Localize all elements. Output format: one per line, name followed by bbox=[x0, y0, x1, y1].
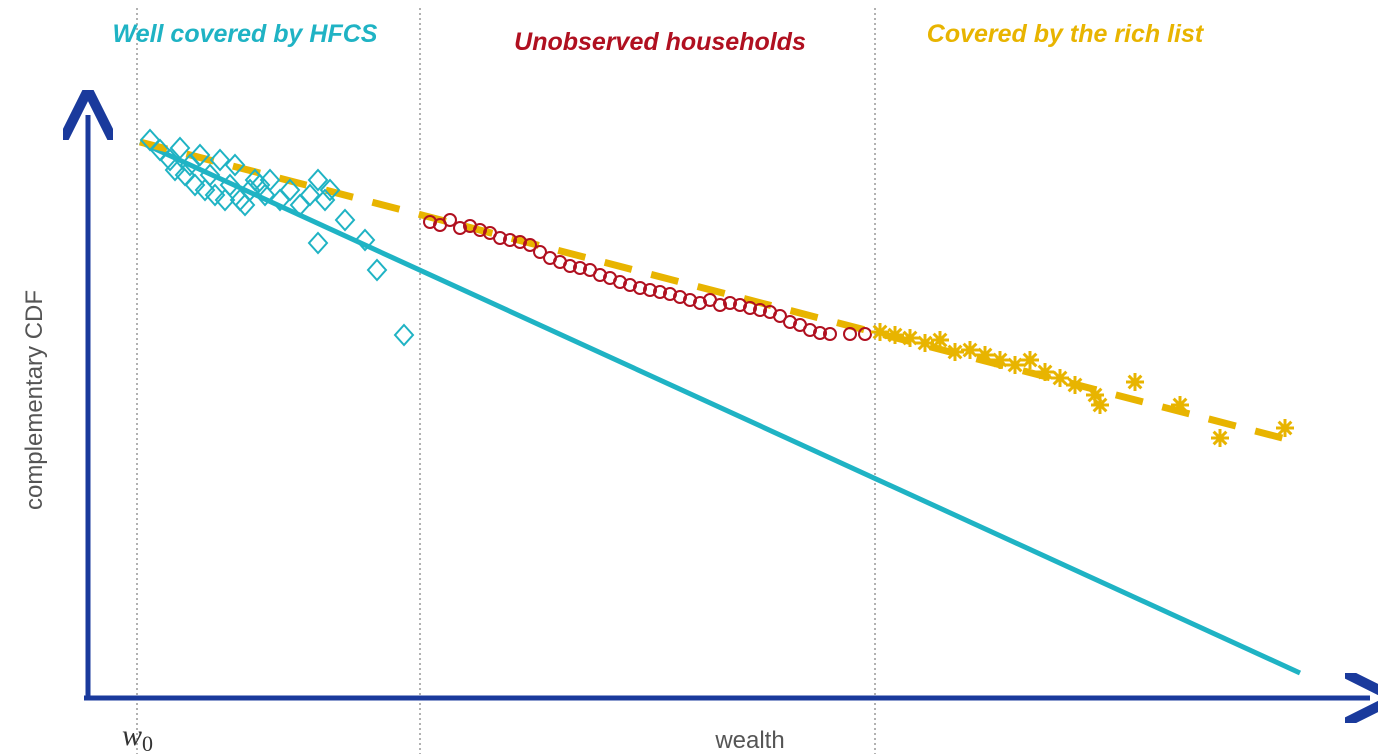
circle-point bbox=[503, 233, 517, 247]
circle-point bbox=[443, 213, 457, 227]
star-point bbox=[1036, 363, 1054, 381]
circle-point bbox=[633, 281, 647, 295]
star-point bbox=[1021, 351, 1039, 369]
diamond-point bbox=[279, 178, 301, 202]
star-point bbox=[886, 326, 904, 344]
star-point bbox=[871, 323, 889, 341]
circle-point bbox=[743, 301, 757, 315]
circle-point bbox=[663, 287, 677, 301]
star-point bbox=[1276, 419, 1294, 437]
circle-point bbox=[773, 309, 787, 323]
circle-point bbox=[823, 327, 837, 341]
star-point bbox=[1006, 356, 1024, 374]
star-point bbox=[961, 341, 979, 359]
circle-point bbox=[533, 245, 547, 259]
star-point bbox=[991, 351, 1009, 369]
origin-label: w0 bbox=[122, 719, 153, 754]
diamond-point bbox=[259, 168, 281, 192]
star-point bbox=[1211, 429, 1229, 447]
diamond-point bbox=[234, 193, 256, 217]
star-point bbox=[1051, 369, 1069, 387]
star-point bbox=[976, 346, 994, 364]
circle-point bbox=[733, 298, 747, 312]
diamond-point bbox=[214, 188, 236, 212]
circle-point bbox=[858, 327, 872, 341]
star-point bbox=[931, 331, 949, 349]
circle-point bbox=[753, 303, 767, 317]
region-label: Unobserved households bbox=[514, 28, 806, 56]
circle-point bbox=[653, 285, 667, 299]
x-axis-label: wealth bbox=[714, 727, 784, 754]
star-point bbox=[1086, 386, 1104, 404]
star-point bbox=[1171, 396, 1189, 414]
diamond-point bbox=[204, 183, 226, 207]
star-point bbox=[1066, 376, 1084, 394]
star-point bbox=[1126, 373, 1144, 391]
circle-point bbox=[623, 278, 637, 292]
diamond-point bbox=[299, 183, 321, 207]
circle-point bbox=[723, 296, 737, 310]
star-point bbox=[916, 334, 934, 352]
diamond-point bbox=[319, 178, 341, 202]
circle-point bbox=[593, 268, 607, 282]
star-point bbox=[901, 329, 919, 347]
circle-point bbox=[513, 235, 527, 249]
diamond-point bbox=[169, 136, 191, 160]
diamond-point bbox=[307, 168, 329, 192]
circle-point bbox=[693, 296, 707, 310]
diamond-point bbox=[189, 143, 211, 167]
y-axis-label: complementary CDF bbox=[21, 290, 48, 510]
diamond-point bbox=[254, 183, 276, 207]
diamond-point bbox=[307, 231, 329, 255]
circle-point bbox=[713, 298, 727, 312]
origin-label-base: w bbox=[122, 719, 142, 752]
diamond-point bbox=[194, 178, 216, 202]
origin-label-sub: 0 bbox=[142, 731, 153, 754]
diamond-point bbox=[159, 148, 181, 172]
diamond-point bbox=[224, 153, 246, 177]
diamond-point bbox=[249, 173, 271, 197]
region-label: Covered by the rich list bbox=[927, 20, 1205, 48]
diamond-point bbox=[393, 323, 415, 347]
fit-line bbox=[139, 138, 1291, 444]
circle-point bbox=[573, 261, 587, 275]
circle-point bbox=[523, 238, 537, 252]
diamond-point bbox=[354, 228, 376, 252]
circle-point bbox=[673, 290, 687, 304]
diamond-point bbox=[209, 148, 231, 172]
diamond-point bbox=[164, 158, 186, 182]
diamond-point bbox=[366, 258, 388, 282]
circle-point bbox=[783, 315, 797, 329]
circle-point bbox=[563, 259, 577, 273]
circle-point bbox=[813, 326, 827, 340]
diamond-point bbox=[174, 163, 196, 187]
fit-line bbox=[138, 139, 1302, 676]
circle-point bbox=[473, 223, 487, 237]
circle-point bbox=[613, 275, 627, 289]
circle-point bbox=[803, 323, 817, 337]
circle-point bbox=[493, 231, 507, 245]
circle-point bbox=[643, 283, 657, 297]
diamond-point bbox=[314, 188, 336, 212]
circle-point bbox=[843, 327, 857, 341]
star-point bbox=[1091, 396, 1109, 414]
circle-point bbox=[423, 215, 437, 229]
star-point bbox=[946, 343, 964, 361]
circle-point bbox=[453, 221, 467, 235]
diamond-point bbox=[334, 208, 356, 232]
circle-point bbox=[683, 293, 697, 307]
region-label: Well covered by HFCS bbox=[113, 20, 378, 48]
